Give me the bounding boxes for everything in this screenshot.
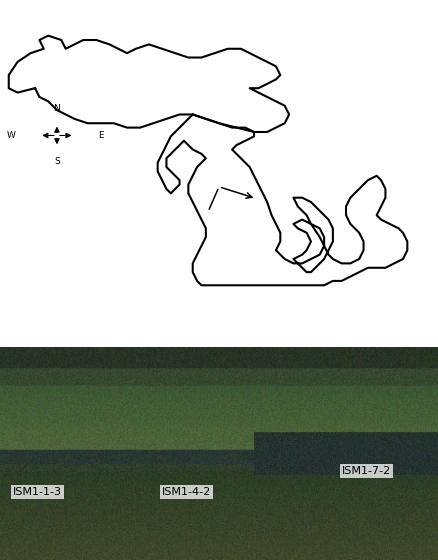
Text: W: W [7, 131, 15, 140]
Text: ISM1-7-2: ISM1-7-2 [342, 465, 391, 475]
Text: S: S [54, 157, 60, 166]
Text: E: E [99, 131, 104, 140]
Text: ISM1-1-3: ISM1-1-3 [13, 487, 62, 497]
Text: N: N [53, 105, 60, 114]
Text: ISM1-4-2: ISM1-4-2 [162, 487, 211, 497]
